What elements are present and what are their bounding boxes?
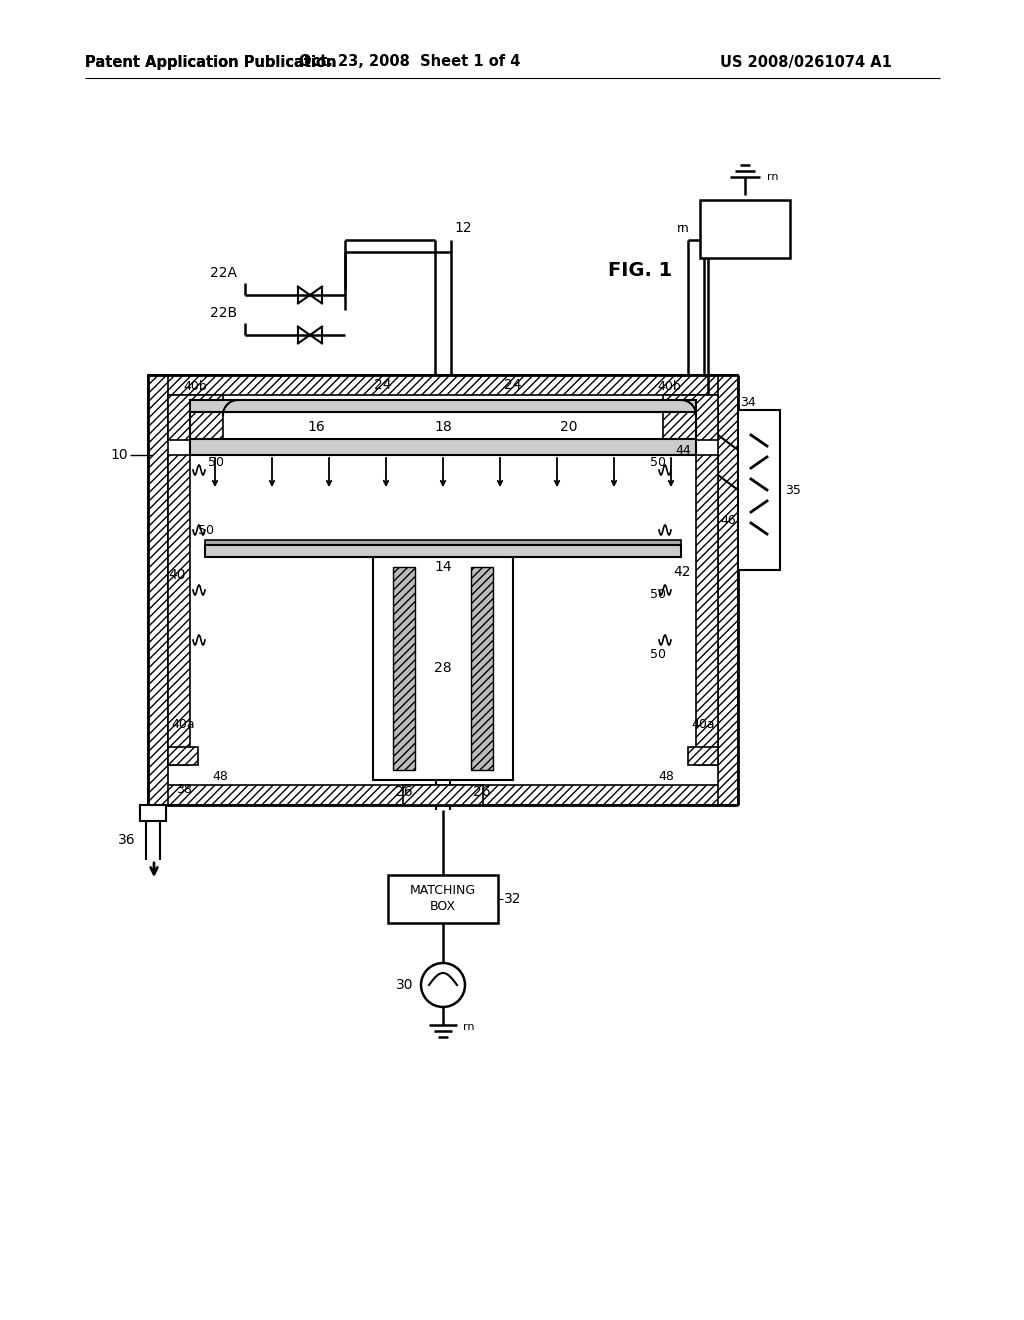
Bar [403,785,483,805]
Text: 40b: 40b [657,380,681,393]
Text: 50: 50 [650,457,666,470]
Bar [148,375,738,395]
Bar [190,400,696,412]
Text: 22A: 22A [210,267,237,280]
Text: 18: 18 [434,420,452,434]
Text: 24: 24 [504,378,522,392]
Text: BOX: BOX [430,900,456,913]
Text: 32: 32 [504,892,521,906]
Text: Patent Application Publication: Patent Application Publication [85,54,337,70]
Bar [373,557,513,780]
Text: 38: 38 [176,783,191,796]
Text: 50: 50 [208,457,224,470]
Bar [190,440,696,455]
Bar [700,201,790,257]
Bar [663,395,718,440]
Bar [688,747,718,766]
Bar [168,747,198,766]
Text: 16: 16 [307,420,325,434]
Text: 26: 26 [395,785,413,799]
Text: 26: 26 [473,785,490,799]
Text: Oct. 23, 2008  Sheet 1 of 4: Oct. 23, 2008 Sheet 1 of 4 [299,54,520,70]
Text: 30: 30 [395,978,413,993]
Bar [471,568,493,770]
Bar [168,395,718,785]
Text: 22B: 22B [210,306,237,319]
Text: rn: rn [677,223,690,235]
Bar [718,375,738,805]
Text: 14: 14 [434,560,452,574]
Text: rn: rn [767,172,778,182]
Bar [205,540,681,545]
Bar [738,411,780,570]
Text: 35: 35 [785,483,801,496]
Text: 12: 12 [455,220,472,235]
Bar [696,455,718,766]
Text: 40a: 40a [691,718,715,731]
Bar [148,375,168,805]
Bar [393,568,415,770]
Text: MATCHING: MATCHING [410,884,476,898]
Bar [140,805,166,821]
Text: 36: 36 [119,833,136,847]
Text: rn: rn [463,1022,474,1032]
Bar [388,875,498,923]
Text: 10: 10 [111,447,128,462]
Bar [168,395,223,440]
Bar [148,785,738,805]
Text: 20: 20 [560,420,578,434]
Text: 40: 40 [168,568,185,582]
Text: FIG. 1: FIG. 1 [608,260,672,280]
Text: 50: 50 [198,524,214,536]
Bar [205,545,681,557]
Text: 24: 24 [374,378,392,392]
Text: 28: 28 [434,661,452,675]
Text: 50: 50 [650,648,666,661]
Text: 34: 34 [740,396,756,408]
Text: 50: 50 [650,589,666,602]
Text: Patent Application Publication: Patent Application Publication [85,54,337,70]
Text: 48: 48 [212,770,228,783]
Text: 46: 46 [720,513,736,527]
Text: 48: 48 [658,770,674,783]
Text: 42: 42 [674,565,691,579]
Text: 44: 44 [675,444,691,457]
Text: US 2008/0261074 A1: US 2008/0261074 A1 [720,54,892,70]
Text: 40b: 40b [183,380,207,393]
Text: 40a: 40a [171,718,195,731]
Bar [168,455,190,766]
